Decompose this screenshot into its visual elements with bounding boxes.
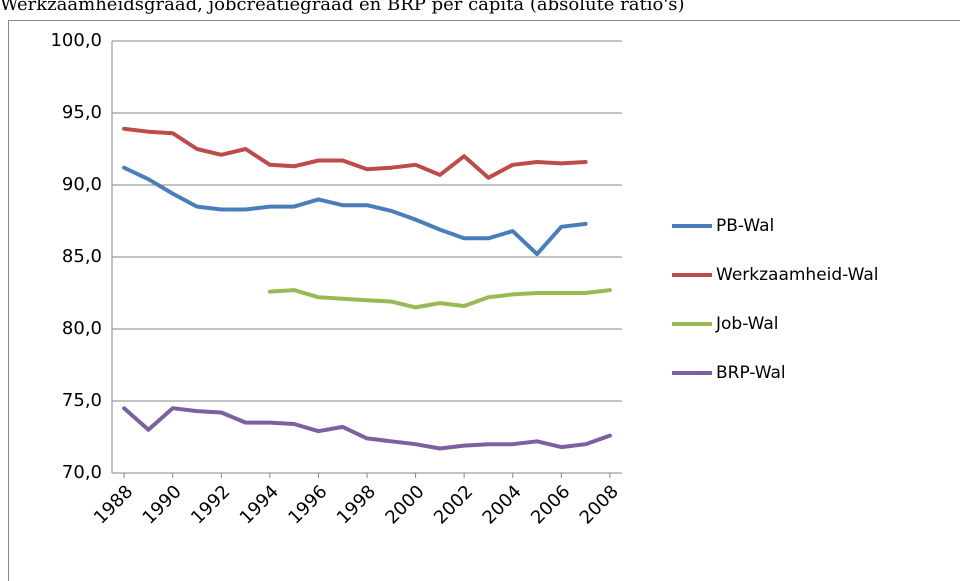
y-tick-label: 95,0: [62, 102, 102, 123]
legend-label: BRP-Wal: [716, 363, 786, 383]
series-line: [267, 288, 612, 310]
legend-label: Werkzaamheid-Wal: [716, 265, 878, 285]
y-tick-label: 75,0: [62, 390, 102, 411]
y-tick-label: 70,0: [62, 462, 102, 483]
series-line: [122, 406, 612, 451]
series-line: [122, 165, 588, 257]
y-tick-label: 80,0: [62, 318, 102, 339]
y-tick-label: 85,0: [62, 246, 102, 267]
legend-label: Job-Wal: [715, 314, 779, 334]
y-tick-label: 100,0: [50, 30, 102, 51]
chart-title: Werkzaamheidsgraad, jobcreatiegraad en B…: [0, 0, 685, 15]
y-tick-label: 90,0: [62, 174, 102, 195]
series-line: [122, 126, 588, 180]
legend-label: PB-Wal: [716, 216, 774, 236]
